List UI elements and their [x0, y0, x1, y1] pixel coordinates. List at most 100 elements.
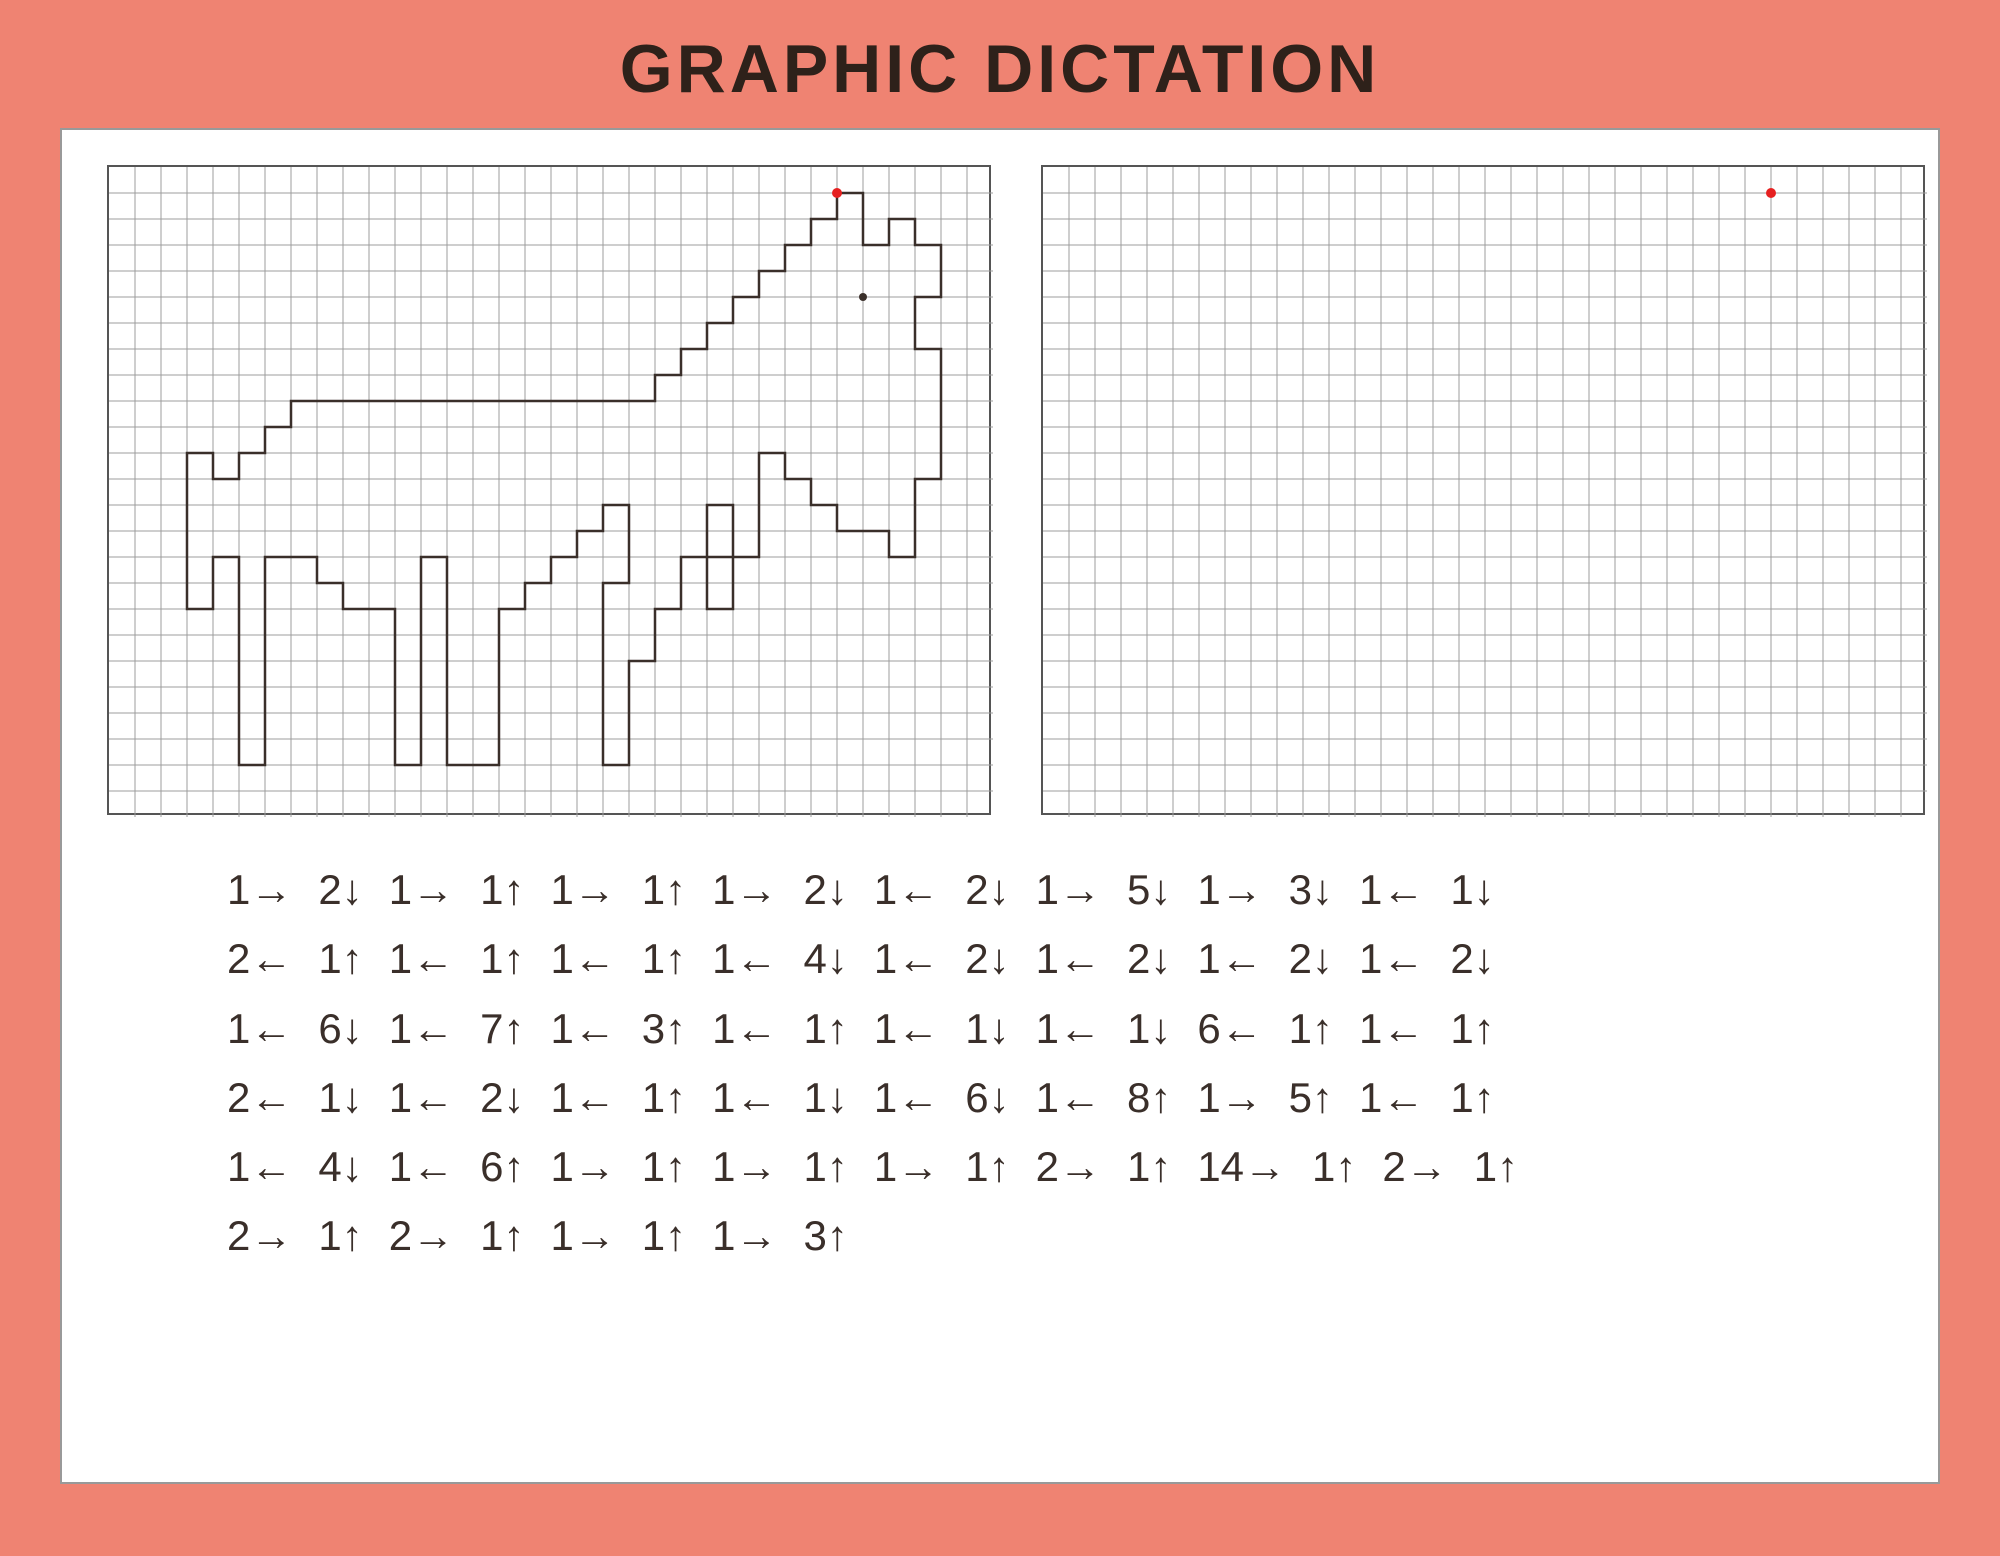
step-count: 1: [1359, 1005, 1382, 1052]
practice-grid: [1041, 165, 1925, 815]
down-arrow-icon: ↓: [1474, 855, 1495, 924]
step-count: 1: [1359, 935, 1382, 982]
step-count: 1: [550, 1005, 573, 1052]
instruction-step: 1←: [1359, 855, 1424, 924]
up-arrow-icon: ↑: [1150, 1063, 1171, 1132]
instruction-step: 1←: [1359, 994, 1424, 1063]
step-count: 1: [389, 1074, 412, 1121]
grid-svg: [109, 167, 993, 817]
down-arrow-icon: ↓: [1150, 855, 1171, 924]
left-arrow-icon: ←: [250, 1063, 292, 1132]
down-arrow-icon: ↓: [827, 1063, 848, 1132]
right-arrow-icon: →: [1221, 855, 1263, 924]
up-arrow-icon: ↑: [1150, 1132, 1171, 1201]
step-count: 3: [1289, 866, 1312, 913]
instruction-step: 1←: [1359, 1063, 1424, 1132]
step-count: 1: [712, 866, 735, 913]
instruction-step: 1↑: [318, 924, 362, 993]
instruction-step: 1↑: [642, 855, 686, 924]
instruction-step: 1↓: [1127, 994, 1171, 1063]
instruction-step: 1↑: [318, 1201, 362, 1270]
step-count: 1: [804, 1074, 827, 1121]
left-arrow-icon: ←: [897, 1063, 939, 1132]
step-count: 2: [1289, 935, 1312, 982]
start-dot: [832, 188, 842, 198]
step-count: 1: [1450, 866, 1473, 913]
up-arrow-icon: ↑: [1335, 1132, 1356, 1201]
worksheet-sheet: 1→2↓1→1↑1→1↑1→2↓1←2↓1→5↓1→3↓1←1↓2←1↑1←1↑…: [60, 128, 1940, 1484]
instruction-step: 1→: [712, 1201, 777, 1270]
down-arrow-icon: ↓: [1474, 924, 1495, 993]
instruction-step: 1←: [712, 994, 777, 1063]
step-count: 2: [389, 1212, 412, 1259]
step-count: 1: [480, 866, 503, 913]
instruction-step: 1←: [1036, 994, 1101, 1063]
left-arrow-icon: ←: [574, 994, 616, 1063]
up-arrow-icon: ↑: [665, 1063, 686, 1132]
step-count: 1: [642, 1074, 665, 1121]
instruction-step: 1→: [550, 1132, 615, 1201]
left-arrow-icon: ←: [250, 924, 292, 993]
left-arrow-icon: ←: [897, 924, 939, 993]
instruction-step: 1↓: [318, 1063, 362, 1132]
instruction-step: 1←: [712, 924, 777, 993]
step-count: 2: [1127, 935, 1150, 982]
left-arrow-icon: ←: [574, 1063, 616, 1132]
up-arrow-icon: ↑: [1474, 994, 1495, 1063]
instruction-step: 2→: [227, 1201, 292, 1270]
down-arrow-icon: ↓: [989, 924, 1010, 993]
left-arrow-icon: ←: [1382, 924, 1424, 993]
up-arrow-icon: ↑: [1497, 1132, 1518, 1201]
right-arrow-icon: →: [736, 855, 778, 924]
instruction-step: 1←: [389, 1063, 454, 1132]
instruction-step: 1↑: [804, 994, 848, 1063]
instruction-step: 1↑: [480, 855, 524, 924]
step-count: 1: [1127, 1143, 1150, 1190]
instruction-step: 1←: [389, 924, 454, 993]
step-count: 1: [389, 935, 412, 982]
instruction-step: 6↓: [965, 1063, 1009, 1132]
instruction-step: 2↓: [965, 855, 1009, 924]
left-arrow-icon: ←: [250, 994, 292, 1063]
step-count: 2: [1382, 1143, 1405, 1190]
down-arrow-icon: ↓: [342, 1132, 363, 1201]
instruction-step: 1←: [874, 924, 939, 993]
instruction-step: 1←: [550, 924, 615, 993]
step-count: 1: [1197, 935, 1220, 982]
step-count: 2: [480, 1074, 503, 1121]
right-arrow-icon: →: [574, 855, 616, 924]
left-arrow-icon: ←: [897, 994, 939, 1063]
step-count: 1: [318, 935, 341, 982]
up-arrow-icon: ↑: [827, 994, 848, 1063]
left-arrow-icon: ←: [1059, 1063, 1101, 1132]
grid-svg: [1043, 167, 1927, 817]
step-count: 1: [318, 1212, 341, 1259]
instruction-step: 2←: [227, 924, 292, 993]
instruction-step: 1↑: [1312, 1132, 1356, 1201]
step-count: 2: [227, 1074, 250, 1121]
instruction-step: 2←: [227, 1063, 292, 1132]
instruction-step: 1→: [712, 1132, 777, 1201]
step-count: 1: [480, 935, 503, 982]
left-arrow-icon: ←: [1382, 994, 1424, 1063]
step-count: 7: [480, 1005, 503, 1052]
instruction-step: 1↑: [642, 1063, 686, 1132]
left-arrow-icon: ←: [736, 924, 778, 993]
left-arrow-icon: ←: [412, 924, 454, 993]
right-arrow-icon: →: [412, 855, 454, 924]
down-arrow-icon: ↓: [1312, 924, 1333, 993]
instruction-step: 1↑: [480, 1201, 524, 1270]
instruction-step: 3↑: [642, 994, 686, 1063]
instruction-step: 14→: [1197, 1132, 1286, 1201]
step-count: 1: [550, 1212, 573, 1259]
left-arrow-icon: ←: [1059, 994, 1101, 1063]
instruction-step: 1↑: [965, 1132, 1009, 1201]
left-arrow-icon: ←: [1221, 924, 1263, 993]
instruction-step: 1←: [874, 994, 939, 1063]
step-count: 1: [712, 1212, 735, 1259]
instruction-step: 2→: [1036, 1132, 1101, 1201]
up-arrow-icon: ↑: [665, 924, 686, 993]
step-count: 2: [965, 866, 988, 913]
instruction-step: 1↑: [804, 1132, 848, 1201]
instruction-step: 1←: [1036, 924, 1101, 993]
